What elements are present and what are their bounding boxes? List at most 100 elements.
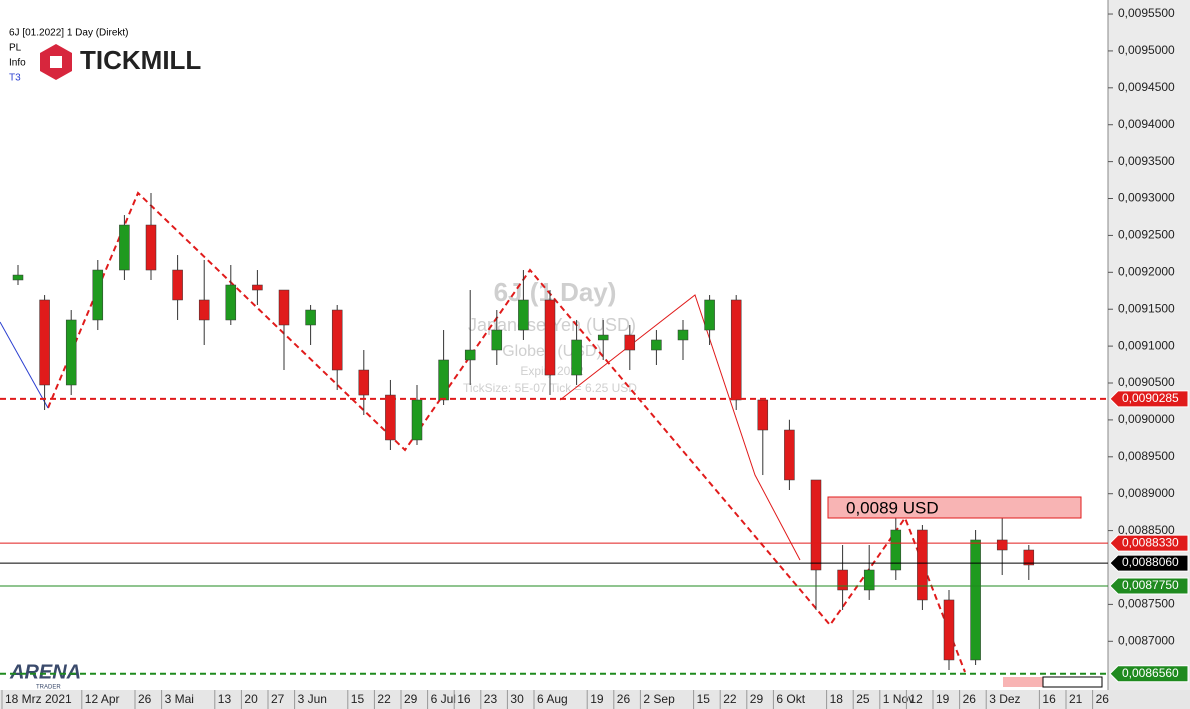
y-tick-label: 0,0092500 xyxy=(1118,228,1175,242)
annotation-box xyxy=(827,496,1082,519)
x-tick-label: 21 xyxy=(1069,692,1083,706)
candle-body xyxy=(810,479,822,571)
y-tick-label: 0,0091500 xyxy=(1118,301,1175,315)
header-label: PL xyxy=(9,43,22,54)
candle-body xyxy=(358,369,370,396)
candle-body xyxy=(943,599,955,661)
candle-body xyxy=(65,319,77,386)
level-badge xyxy=(1109,554,1189,572)
level-badge xyxy=(1109,390,1189,408)
brand: ARENA xyxy=(9,661,81,683)
x-tick-label: 26 xyxy=(138,692,152,706)
candle-body xyxy=(491,329,503,351)
logo-icon xyxy=(50,56,62,68)
y-tick-label: 0,0094000 xyxy=(1118,117,1175,131)
y-tick-label: 0,0089500 xyxy=(1118,449,1175,463)
x-tick-label: 12 Apr xyxy=(85,692,120,706)
x-tick-label: 22 xyxy=(723,692,737,706)
x-tick-label: 19 xyxy=(936,692,950,706)
candle-body xyxy=(757,399,769,431)
candle-body xyxy=(278,289,290,326)
y-tick-label: 0,0093000 xyxy=(1118,191,1175,205)
candle-body xyxy=(172,269,183,301)
candle-body xyxy=(784,429,795,481)
x-tick-label: 25 xyxy=(856,692,870,706)
x-tick-label: 27 xyxy=(271,692,285,706)
candle-body xyxy=(252,284,263,291)
x-tick-label: 6 Jul xyxy=(431,692,456,706)
brand-sub: TRADER xyxy=(36,685,61,691)
level-label: 0,0088330 xyxy=(1122,535,1179,549)
candle-body xyxy=(837,569,848,591)
x-tick-label: 29 xyxy=(750,692,764,706)
chart-title: 6J [01.2022] 1 Day (Direkt) xyxy=(9,28,129,39)
candle-body xyxy=(917,529,928,601)
logo: TICKMILL xyxy=(80,45,201,75)
candle-body xyxy=(597,334,609,341)
level-badge xyxy=(1109,534,1189,552)
zigzag xyxy=(47,191,966,673)
x-tick-label: 18 xyxy=(830,692,844,706)
level-label: 0,0090285 xyxy=(1122,391,1179,405)
candle-body xyxy=(305,309,316,326)
y-tick-label: 0,0090000 xyxy=(1118,412,1175,426)
x-tick-label: 15 xyxy=(351,692,365,706)
candle-body xyxy=(518,299,529,331)
x-tick-label: 26 xyxy=(963,692,977,706)
y-tick-label: 0,0088500 xyxy=(1118,523,1175,537)
x-tick-label: 3 Jun xyxy=(298,692,327,706)
header-label: T3 xyxy=(9,73,21,84)
candle-body xyxy=(863,569,875,591)
level-label: 0,0088060 xyxy=(1122,555,1179,569)
x-tick-label: 6 Aug xyxy=(537,692,568,706)
candle-body xyxy=(92,269,104,321)
level-label: 0,0087750 xyxy=(1122,578,1179,592)
y-tick-label: 0,0095500 xyxy=(1118,6,1175,20)
candle-body xyxy=(331,309,343,371)
candle-body xyxy=(411,399,423,441)
x-tick-label: 22 xyxy=(377,692,391,706)
x-tick-label: 6 Okt xyxy=(776,692,805,706)
level-label: 0,0086560 xyxy=(1122,666,1179,680)
x-tick-label: 19 xyxy=(590,692,604,706)
trend-line xyxy=(0,321,49,409)
x-tick-label: 15 xyxy=(697,692,711,706)
y-tick-label: 0,0094500 xyxy=(1118,80,1175,94)
y-tick-label: 0,0090500 xyxy=(1118,375,1175,389)
x-tick-label: 16 xyxy=(457,692,471,706)
candle-body xyxy=(39,299,50,386)
marker-box xyxy=(1042,676,1103,688)
y-tick-label: 0,0087500 xyxy=(1118,597,1175,611)
candle-body xyxy=(624,334,636,351)
candle-body xyxy=(651,339,662,351)
y-tick-label: 0,0091000 xyxy=(1118,338,1175,352)
y-tick-label: 0,0087000 xyxy=(1118,633,1175,647)
candle-body xyxy=(464,349,476,361)
candle-body xyxy=(677,329,689,341)
x-tick-label: 3 Dez xyxy=(989,692,1020,706)
candle-body xyxy=(996,539,1008,551)
header-label: Info xyxy=(9,58,26,69)
candle-body xyxy=(544,299,556,376)
candle-body xyxy=(730,299,742,401)
level-badge xyxy=(1109,665,1189,683)
candle-body xyxy=(198,299,210,321)
candle-body xyxy=(571,339,582,376)
x-tick-label: 18 Mrz 2021 xyxy=(5,692,72,706)
candle-body xyxy=(119,224,130,271)
x-tick-label: 20 xyxy=(244,692,258,706)
candles xyxy=(12,192,1035,671)
candle-body xyxy=(970,539,981,661)
candle-body xyxy=(145,224,157,271)
x-tick-label: 16 xyxy=(1042,692,1056,706)
candle-body xyxy=(1023,549,1035,566)
x-tick-label: 26 xyxy=(1096,692,1110,706)
candle-body xyxy=(438,359,449,401)
annotation: 0,0089 USD xyxy=(846,498,939,517)
x-tick-label: 29 xyxy=(404,692,418,706)
candle-body xyxy=(385,394,396,441)
x-tick-label: 30 xyxy=(510,692,524,706)
x-tick-label: 23 xyxy=(484,692,498,706)
